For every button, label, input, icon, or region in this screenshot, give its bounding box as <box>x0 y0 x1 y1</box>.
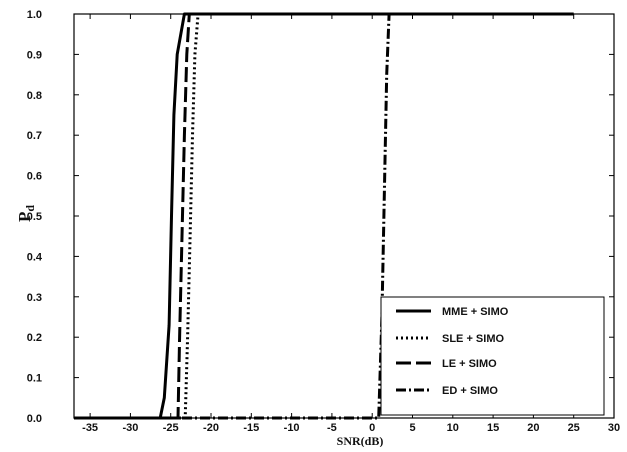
x-tick-label-2: -25 <box>163 422 179 434</box>
y-axis-label: Pd <box>15 205 37 222</box>
x-tick-label-12: 25 <box>568 422 580 434</box>
x-tick-label-7: 0 <box>369 422 375 434</box>
y-tick-label-10: 1.0 <box>27 9 42 21</box>
x-tick-label-11: 20 <box>527 422 539 434</box>
x-tick-label-9: 10 <box>447 422 459 434</box>
series-line-le-simo <box>74 13 191 420</box>
y-tick-label-7: 0.7 <box>27 130 42 142</box>
y-tick-label-5: 0.5 <box>27 211 42 223</box>
legend-label-le-simo: LE + SIMO <box>442 358 497 370</box>
y-tick-label-2: 0.2 <box>27 332 42 344</box>
legend-label-ed-simo: ED + SIMO <box>442 385 498 397</box>
x-axis-label: SNR(dB) <box>337 434 384 447</box>
legend-label-mme-simo: MME + SIMO <box>442 306 509 318</box>
x-tick-label-6: -5 <box>327 422 337 434</box>
x-tick-label-10: 15 <box>487 422 499 434</box>
series-line-mme-simo <box>74 12 574 420</box>
legend: MME + SIMO SLE + SIMO LE + SIMO ED + SIM… <box>380 296 605 416</box>
x-tick-label-5: -10 <box>284 422 300 434</box>
y-tick-label-4: 0.4 <box>27 251 43 263</box>
y-tick-label-9: 0.9 <box>27 49 42 61</box>
y-tick-label-1: 0.1 <box>27 373 42 385</box>
x-tick-label-0: -35 <box>82 422 98 434</box>
y-tick-label-6: 0.6 <box>27 171 42 183</box>
x-tick-label-13: 30 <box>608 422 620 434</box>
legend-box <box>380 296 605 416</box>
series-line-ed-simo <box>74 13 391 420</box>
x-tick-label-3: -20 <box>203 422 219 434</box>
x-tick-label-4: -15 <box>243 422 259 434</box>
x-tick-label-8: 5 <box>409 422 415 434</box>
x-tick-label-1: -30 <box>122 422 138 434</box>
y-tick-label-8: 0.8 <box>27 90 42 102</box>
series-line-sle-simo <box>74 13 200 420</box>
y-tick-label-3: 0.3 <box>27 292 42 304</box>
y-tick-label-0: 0.0 <box>27 413 42 425</box>
legend-label-sle-simo: SLE + SIMO <box>442 333 504 345</box>
plot-area: -35 -30 -25 -20 -15 -10 -5 0 5 10 15 20 25 30 0.0 0.1 0.… <box>15 9 620 448</box>
